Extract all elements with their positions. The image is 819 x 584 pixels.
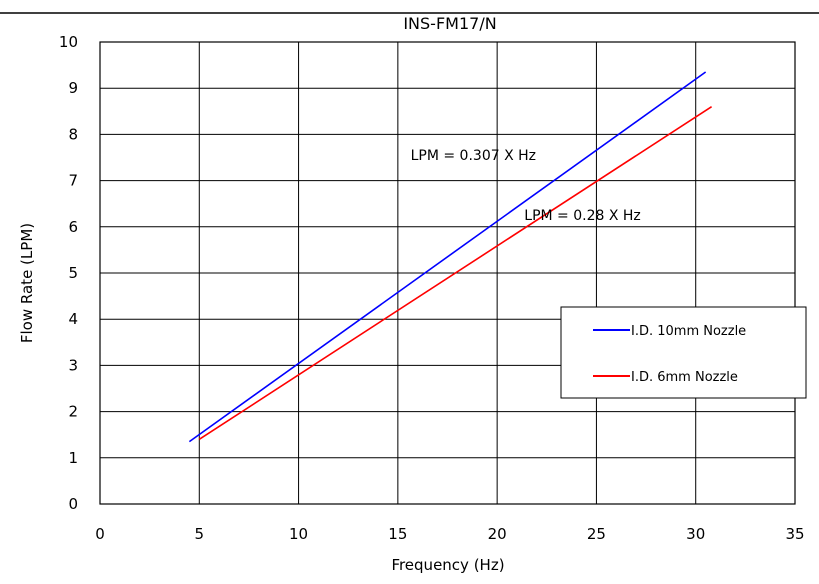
x-axis-ticks: 0 5 10 15 20 25 30 35 [95,525,804,543]
y-tick-label: 4 [68,310,78,328]
x-tick-label: 0 [95,525,105,543]
y-axis-label: Flow Rate (LPM) [18,223,36,343]
legend-label: I.D. 6mm Nozzle [631,370,738,385]
legend-box [560,306,807,399]
y-tick-label: 2 [68,403,78,421]
y-tick-label: 10 [59,33,78,51]
x-tick-label: 25 [587,525,606,543]
x-tick-label: 5 [195,525,205,543]
annotations: LPM = 0.307 X Hz LPM = 0.28 X Hz [411,148,641,224]
legend: I.D. 10mm Nozzle I.D. 6mm Nozzle [560,306,807,399]
y-tick-label: 3 [68,356,78,374]
series-line-2 [198,106,713,440]
x-tick-label: 35 [785,525,804,543]
x-tick-label: 20 [488,525,507,543]
chart-title: INS-FM17/N [403,14,496,33]
x-tick-label: 10 [289,525,308,543]
y-tick-label: 1 [68,449,78,467]
y-tick-label: 5 [68,264,78,282]
y-tick-label: 7 [68,172,78,190]
x-axis-label: Frequency (Hz) [391,556,504,574]
equation-annotation: LPM = 0.28 X Hz [524,208,641,224]
series-line-1 [188,71,707,443]
grid-lines [100,42,795,504]
series-lines [188,71,713,443]
x-tick-label: 30 [686,525,705,543]
legend-label: I.D. 10mm Nozzle [631,324,746,339]
equation-annotation: LPM = 0.307 X Hz [411,148,536,164]
y-tick-label: 8 [68,125,78,143]
y-tick-label: 9 [68,79,78,97]
y-tick-label: 6 [68,218,78,236]
y-axis-ticks: 0 1 2 3 4 5 6 7 8 9 10 [59,33,78,513]
y-tick-label: 0 [68,495,78,513]
x-tick-label: 15 [388,525,407,543]
